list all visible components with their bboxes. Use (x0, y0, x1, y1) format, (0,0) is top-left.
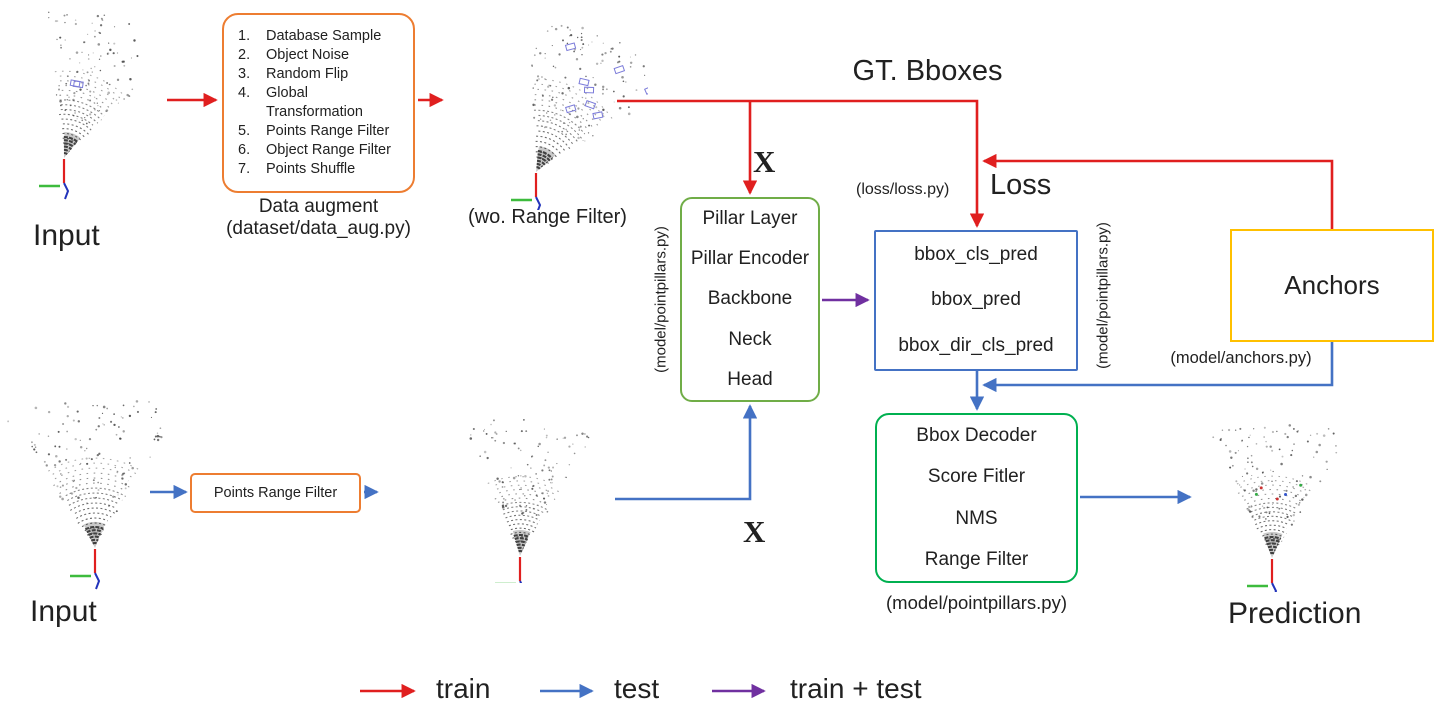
arrow-gt-bboxes-to-loss (617, 99, 985, 228)
data-augment-box: 1. Database Sample 2. Object Noise 3. Rando… (222, 13, 415, 193)
pillar-model-item: Pillar Layer (702, 208, 798, 230)
pillar-model-item: Head (727, 368, 773, 390)
anchors-file-label: (model/anchors.py) (1170, 349, 1312, 367)
augment-item-number: 4. (238, 85, 251, 101)
point-cloud-input-test (7, 400, 163, 590)
anchors-box: Anchors (1230, 229, 1434, 342)
pointpillars-file-right-label: (model/pointpillars.py) (1094, 222, 1112, 369)
pointpillars-file-bottom-label: (model/pointpillars.py) (886, 592, 1067, 613)
input-test-label: Input (30, 595, 97, 628)
augment-item-label: Points Range Filter (266, 123, 390, 139)
augment-item-label: Points Shuffle (266, 161, 356, 177)
bbox-predictions-box: bbox_cls_pred bbox_pred bbox_dir_cls_pre… (874, 230, 1078, 371)
point-cloud-augmented (511, 24, 648, 210)
post-process-item: Bbox Decoder (916, 424, 1037, 446)
post-process-item: NMS (955, 507, 998, 529)
bbox-pred-item: bbox_cls_pred (914, 243, 1038, 265)
augment-item: 1. Database Sample (238, 27, 403, 46)
loss-label: Loss (990, 169, 1052, 201)
augment-item: 5. Points Range Filter (238, 122, 403, 141)
points-range-filter-box: Points Range Filter (190, 473, 361, 513)
pillar-model-item: Pillar Encoder (690, 248, 810, 270)
augment-item-number: 7. (238, 161, 251, 177)
augment-item: 7. Points Shuffle (238, 160, 403, 179)
augment-item-number: 1. (238, 28, 251, 44)
bbox-pred-item: bbox_pred (931, 289, 1021, 311)
anchors-label: Anchors (1284, 270, 1380, 300)
point-cloud-prediction (1212, 424, 1338, 592)
augment-item-label: Object Range Filter (266, 142, 391, 158)
augment-item-number: 5. (238, 123, 251, 139)
post-process-box: Bbox Decoder Score Fitler NMS Range Filt… (875, 413, 1078, 583)
legend-train-label: train (436, 673, 491, 704)
augment-item: 6. Object Range Filter (238, 141, 403, 160)
pillar-model-item: Backbone (707, 288, 793, 310)
x-test-label: X (743, 514, 766, 549)
augment-item-label: Global Transformation (266, 85, 363, 120)
data-augment-caption: Data augment (dataset/data_aug.py) (222, 196, 415, 240)
arrow-anchors-to-loss (982, 153, 1334, 229)
point-cloud-input-train (39, 11, 139, 200)
augment-item-label: Object Noise (266, 47, 350, 63)
point-cloud-filtered (469, 418, 590, 583)
data-augment-file: (dataset/data_aug.py) (226, 218, 411, 239)
post-process-item: Range Filter (924, 549, 1029, 571)
input-train-label: Input (33, 219, 100, 252)
augment-item-number: 6. (238, 142, 251, 158)
data-augment-title: Data augment (258, 196, 379, 217)
augment-item-label: Database Sample (266, 28, 382, 44)
gt-bboxes-label: GT. Bboxes (852, 55, 1003, 87)
pillar-model-item: Neck (728, 328, 772, 350)
augment-item: 4. Global Transformation (238, 84, 403, 122)
augment-item: 3. Random Flip (238, 65, 403, 84)
augment-item-number: 3. (238, 66, 251, 82)
loss-file-label: (loss/loss.py) (856, 181, 950, 198)
post-process-item: Score Fitler (927, 466, 1026, 488)
bbox-pred-item: bbox_dir_cls_pred (898, 335, 1054, 357)
augment-item-number: 2. (238, 47, 251, 63)
arrow-anchors-to-decoder (982, 342, 1334, 393)
wo-range-filter-label: (wo. Range Filter) (468, 206, 627, 228)
legend-train-test-label: train + test (790, 673, 922, 704)
x-train-label: X (753, 144, 776, 179)
arrow-test-x-into-pillar-model (615, 404, 758, 501)
prediction-label: Prediction (1228, 597, 1362, 630)
augment-item-label: Random Flip (266, 66, 349, 82)
points-range-filter-label: Points Range Filter (213, 485, 338, 501)
pointpillars-file-left-label: (model/pointpillars.py) (652, 226, 670, 373)
legend-test-label: test (614, 673, 660, 704)
augment-item: 2. Object Noise (238, 46, 403, 65)
pillar-model-box: Pillar Layer Pillar Encoder Backbone Nec… (680, 197, 820, 402)
